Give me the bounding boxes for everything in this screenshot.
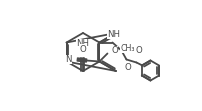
Text: O: O: [79, 45, 86, 54]
Text: CH₃: CH₃: [120, 44, 134, 53]
Text: O: O: [111, 46, 118, 55]
Text: O: O: [123, 63, 130, 72]
Text: N: N: [65, 55, 72, 64]
Text: NH: NH: [76, 39, 89, 48]
Text: O: O: [135, 46, 142, 55]
Text: NH: NH: [106, 30, 119, 39]
